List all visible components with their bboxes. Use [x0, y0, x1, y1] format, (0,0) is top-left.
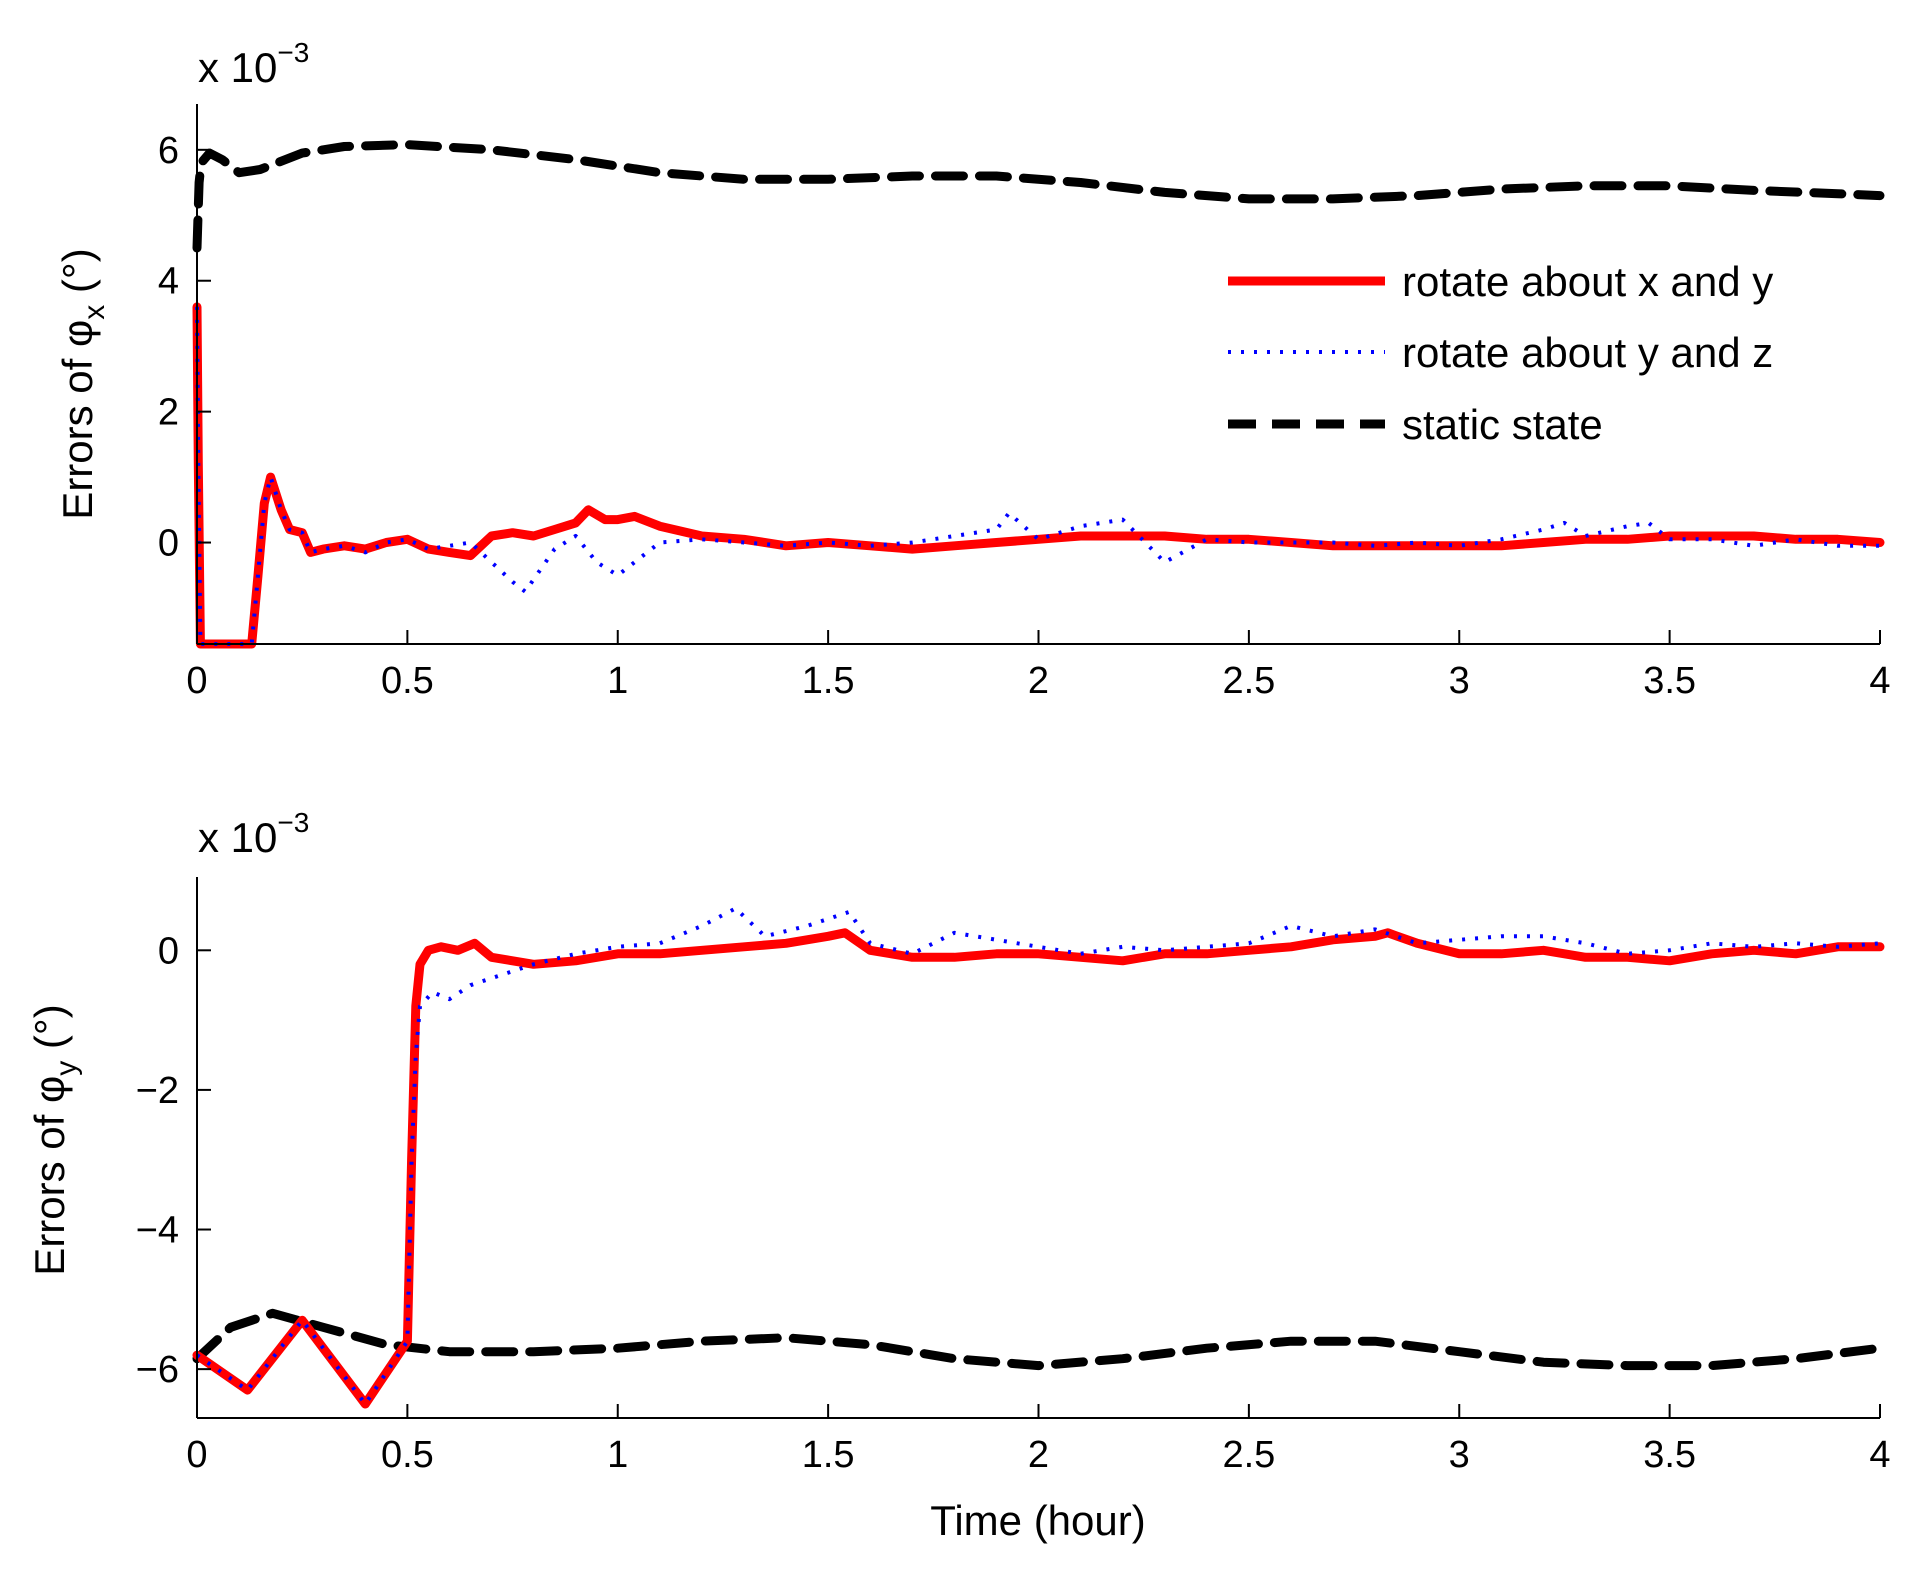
top-xtick-label: 3.5 — [1643, 660, 1696, 702]
legend: rotate about x and y rotate about y and … — [1228, 258, 1773, 448]
top-xtick-label: 2.5 — [1222, 660, 1275, 702]
top-xtick-label: 0.5 — [381, 660, 434, 702]
top-ylabel-unit-gap — [54, 293, 101, 305]
bottom-ytick-label: 0 — [158, 930, 179, 972]
top-ytick-label: 2 — [158, 392, 179, 434]
top-series-xy-line — [192, 302, 1885, 649]
bottom-series-xy-line — [192, 928, 1885, 1409]
bottom-xtick-label: 3.5 — [1643, 1434, 1696, 1476]
panel-top: 0 0.5 1 1.5 2 2.5 3 3.5 4 0 2 4 6 x 10−3 Errors of … — [54, 37, 1891, 702]
top-ylabel-sub: x — [78, 305, 111, 320]
bottom-xtick-label: 3 — [1449, 1434, 1470, 1476]
bottom-series-yz-line — [195, 906, 1881, 1406]
bottom-ylabel-unit-gap — [26, 1049, 73, 1061]
bottom-ylabel-sub: y — [50, 1061, 83, 1076]
top-ytick-label: 0 — [158, 523, 179, 565]
bottom-ytick-label: −6 — [136, 1349, 179, 1391]
top-xtick-label: 3 — [1449, 660, 1470, 702]
bottom-xtick-label: 1 — [607, 1434, 628, 1476]
x-axis-label: Time (hour) — [930, 1497, 1145, 1544]
bottom-ylabel: Errors of φy (°) — [26, 1004, 83, 1275]
bottom-xtick-label: 0.5 — [381, 1434, 434, 1476]
bottom-xtick-label: 0 — [186, 1434, 207, 1476]
bottom-xtick-label: 2 — [1028, 1434, 1049, 1476]
top-xtick-label: 1 — [607, 660, 628, 702]
bottom-ylabel-prefix: Errors of φ — [26, 1076, 73, 1276]
bottom-ylabel-unit: (°) — [26, 1004, 73, 1049]
top-ytick-label: 4 — [158, 261, 179, 303]
legend-label-solid: rotate about x and y — [1402, 258, 1773, 305]
top-exponent: x 10−3 — [198, 37, 309, 91]
bottom-xtick-label: 1.5 — [802, 1434, 855, 1476]
bottom-exponent-power: −3 — [277, 807, 309, 838]
legend-label-dashed: static state — [1402, 401, 1603, 448]
top-xtick-layer: 0 0.5 1 1.5 2 2.5 3 3.5 4 — [186, 630, 1891, 702]
bottom-xtick-label: 4 — [1869, 1434, 1890, 1476]
top-ytick-layer: 0 2 4 6 — [158, 130, 211, 565]
top-xtick-label: 4 — [1869, 660, 1890, 702]
bottom-ytick-label: −4 — [136, 1210, 179, 1252]
top-ylabel-prefix: Errors of φ — [54, 320, 101, 520]
panel-bottom: 0 0.5 1 1.5 2 2.5 3 3.5 4 −6 −4 −2 0 x 10−3 Errors … — [26, 807, 1891, 1544]
bottom-ytick-label: −2 — [136, 1070, 179, 1112]
top-exponent-base: x 10 — [198, 44, 277, 91]
bottom-series-layer — [192, 906, 1885, 1409]
top-ylabel: Errors of φx (°) — [54, 248, 111, 519]
bottom-ytick-layer: −6 −4 −2 0 — [136, 930, 211, 1391]
top-ylabel-unit: (°) — [54, 248, 101, 293]
bottom-series-static-line — [192, 1308, 1885, 1371]
legend-label-dotted: rotate about y and z — [1402, 329, 1773, 376]
top-series-static-line — [192, 140, 1885, 253]
top-xtick-label: 1.5 — [802, 660, 855, 702]
bottom-xtick-layer: 0 0.5 1 1.5 2 2.5 3 3.5 4 — [186, 1404, 1891, 1476]
bottom-exponent-base: x 10 — [198, 814, 277, 861]
top-exponent-power: −3 — [277, 37, 309, 68]
top-xtick-label: 0 — [186, 660, 207, 702]
bottom-exponent: x 10−3 — [198, 807, 309, 861]
top-series-layer — [192, 140, 1885, 649]
bottom-xtick-label: 2.5 — [1222, 1434, 1275, 1476]
top-ytick-label: 6 — [158, 130, 179, 172]
top-xtick-label: 2 — [1028, 660, 1049, 702]
